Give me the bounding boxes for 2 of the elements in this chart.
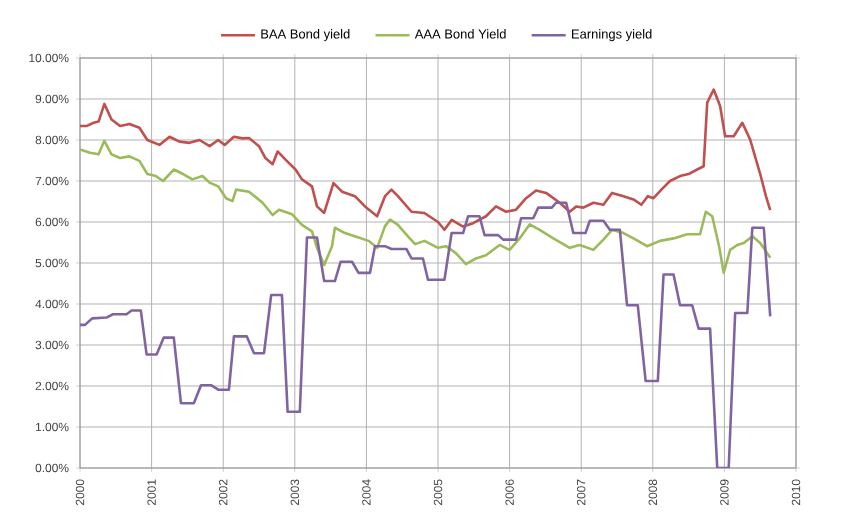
line-series <box>80 88 772 232</box>
line-series <box>80 139 772 275</box>
